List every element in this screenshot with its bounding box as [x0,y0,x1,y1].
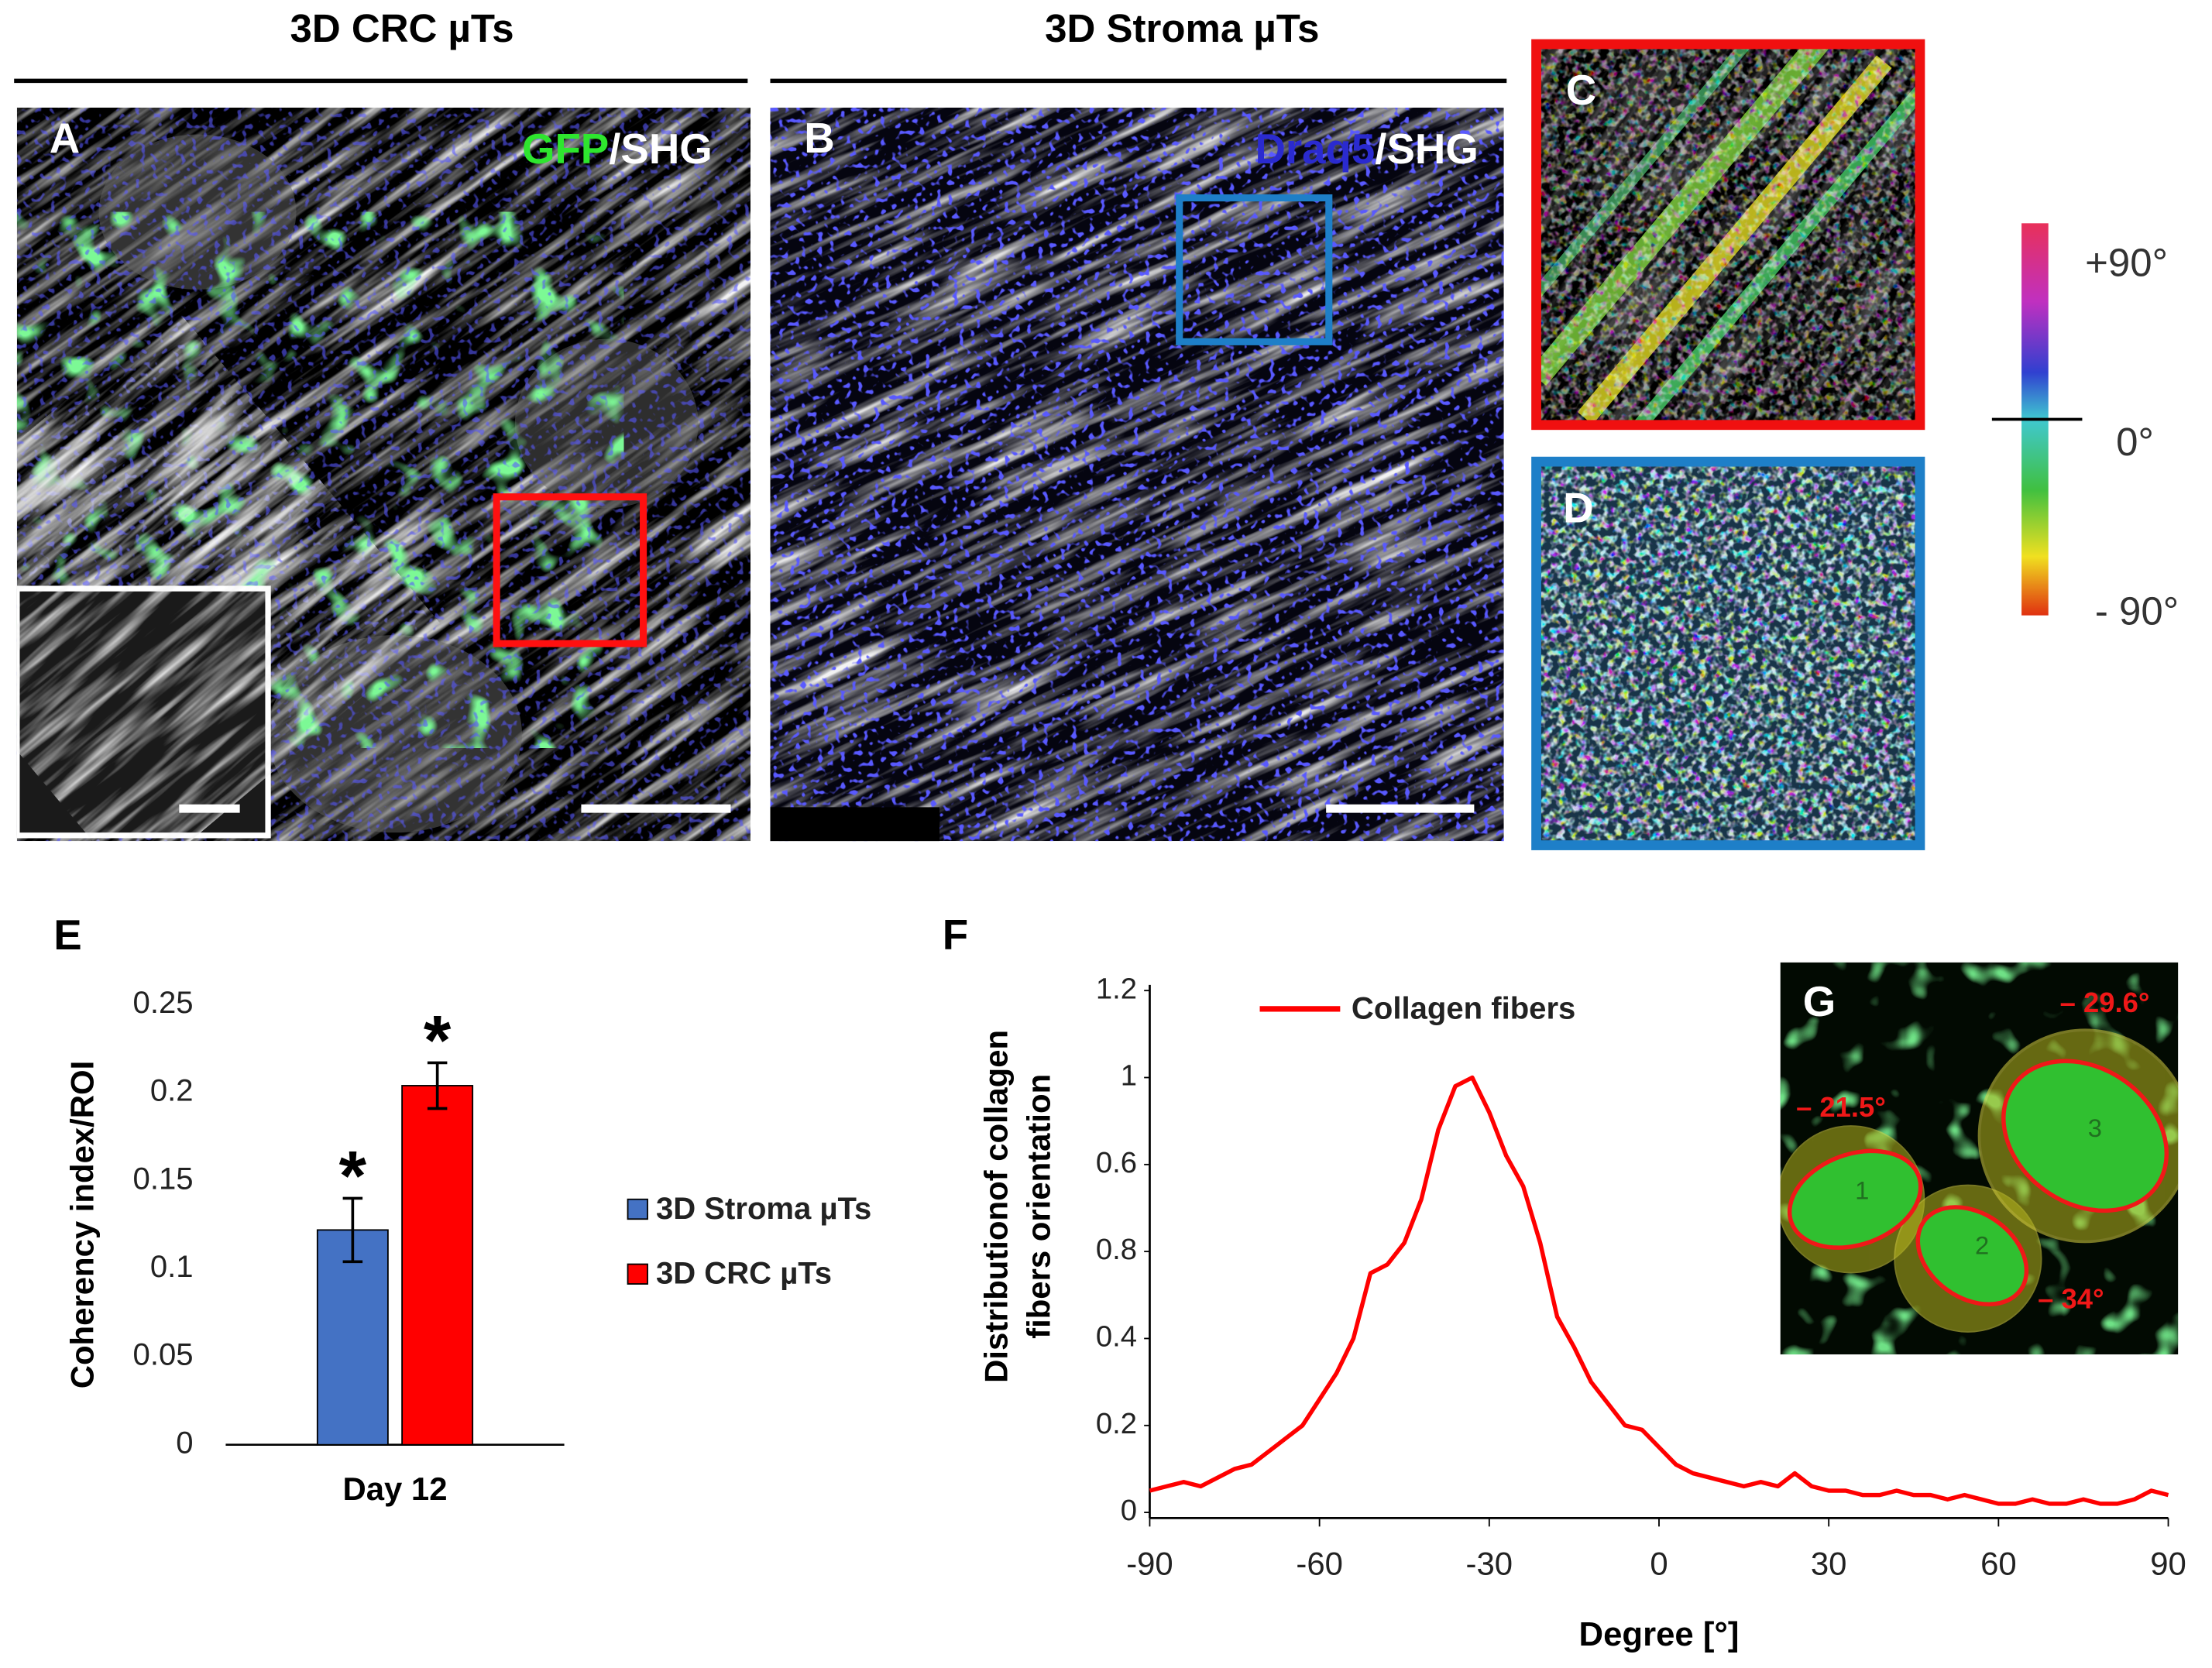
region-label: 2 [1975,1230,1989,1259]
y-tick-label: 0 [176,1426,193,1460]
panel-label: F [943,911,968,959]
y-tick-label: 0.8 [1096,1233,1137,1266]
panel-label: D [1563,484,1593,531]
micrograph-g [1780,962,2179,1355]
orientation-map-d [1539,464,1918,843]
orientation-map-c [1539,46,1918,423]
x-tick-label: -90 [1126,1545,1173,1581]
line [1149,1075,2169,1506]
significance: * [339,1138,367,1216]
y-tick-label: 1.2 [1096,972,1137,1005]
y-tick-label: 0.4 [1096,1320,1137,1354]
angle-label: – 34° [2038,1283,2104,1315]
significance: * [424,1002,452,1080]
channel-label: GFP/SHG [522,126,713,173]
channel: /SHG [1375,126,1479,173]
panel-title: 3D CRC µTs [290,6,514,50]
x-tick-label: -60 [1296,1545,1343,1581]
y-tick-label: 0.2 [150,1074,194,1108]
channel: /SHG [609,126,713,173]
bar [316,1229,389,1446]
micrograph-a [16,107,750,842]
angle-label: – 29.6° [2060,987,2150,1018]
region-label: 3 [2088,1114,2102,1142]
panel-title: 3D Stroma µTs [1045,6,1319,50]
colorbar-label: +90° [2085,240,2168,284]
y-tick-label: 1 [1121,1059,1137,1093]
y-axis-label: Distributionof collagen [978,1030,1015,1383]
y-axis-label: Coherency index/ROI [64,1061,100,1389]
y-tick-label: 0 [1121,1494,1137,1527]
legend-label: Collagen fibers [1352,991,1575,1025]
x-tick-label: 60 [1980,1545,2017,1581]
panel-label: B [804,115,834,162]
channel: GFP [522,126,609,173]
y-axis-label: fibers orientation [1020,1074,1056,1339]
colorbar-label: - 90° [2095,589,2179,633]
channel: Draq5 [1255,126,1375,173]
x-axis-label: Degree [°] [1579,1615,1740,1653]
legend-label: 3D Stroma µTs [656,1192,871,1226]
y-tick-label: 0.2 [1096,1407,1137,1440]
panel-label: A [50,115,80,162]
panel-label: E [53,911,81,959]
y-tick-label: 0.05 [133,1338,194,1372]
legend-swatch [627,1263,648,1285]
x-tick-label: Day 12 [342,1471,447,1507]
angle-label: – 21.5° [1796,1091,1886,1123]
frame [1531,39,1925,431]
colorbar-label: 0° [2116,420,2154,464]
y-tick-label: 0.6 [1096,1146,1137,1179]
x-tick-label: 0 [1650,1545,1668,1581]
legend-label: 3D CRC µTs [656,1257,832,1291]
y-tick-label: 0.25 [133,986,194,1020]
error-bar [427,1061,448,1110]
x-tick-label: 30 [1811,1545,1847,1581]
region-label: 1 [1855,1175,1869,1204]
x-tick-label: 90 [2150,1545,2186,1581]
x-tick-label: -30 [1466,1545,1513,1581]
y-tick-label: 0.1 [150,1250,194,1284]
channel-label: Draq5/SHG [1255,126,1478,173]
error-bar [342,1196,363,1264]
legend-swatch [627,1198,648,1220]
panel-label: G [1803,978,1836,1025]
y-tick-label: 0.15 [133,1162,194,1196]
bar [401,1085,474,1446]
panel-label: C [1566,67,1596,114]
frame [1531,456,1925,850]
micrograph-b [770,107,1504,842]
